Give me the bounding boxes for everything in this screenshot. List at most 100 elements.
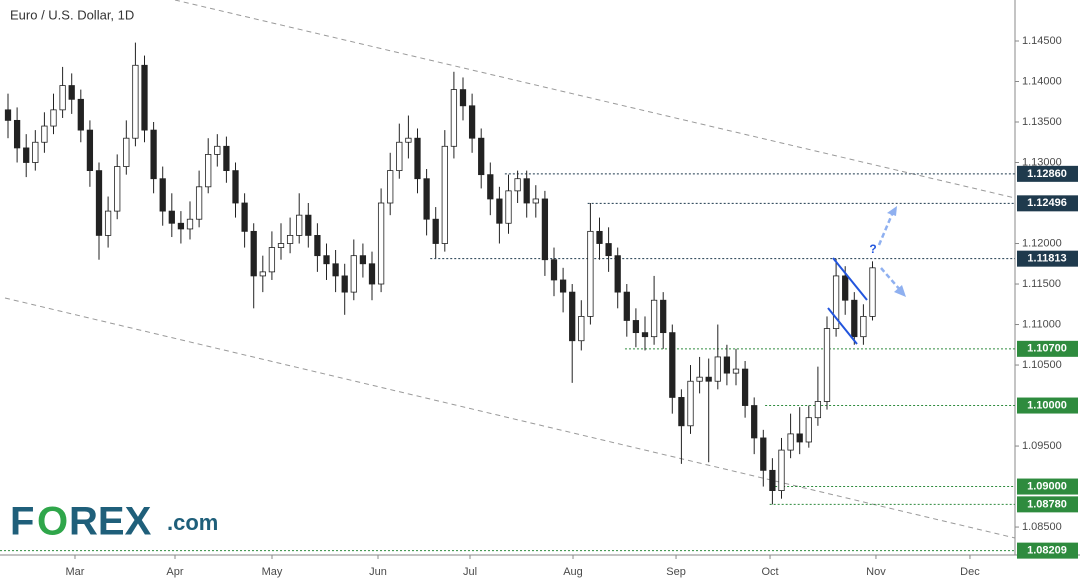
level-label: 1.11813	[1027, 253, 1066, 265]
candle-body	[814, 401, 822, 419]
y-tick-label: 1.09500	[1022, 440, 1062, 452]
candle-body	[478, 137, 485, 176]
flag-line	[832, 257, 868, 301]
candle-body	[195, 186, 203, 220]
candle-body	[641, 332, 649, 338]
candle-body	[832, 275, 840, 329]
candle-body	[723, 356, 731, 374]
y-tick-label: 1.11000	[1022, 318, 1061, 330]
candle-body	[305, 214, 312, 236]
candle-body	[268, 247, 276, 273]
candle-body	[778, 449, 785, 491]
candle-body	[350, 255, 357, 293]
candle-body	[359, 255, 367, 265]
candle-body	[523, 178, 530, 204]
candle-body	[405, 137, 412, 143]
candle-body	[505, 190, 512, 224]
level-label-box	[1017, 397, 1078, 414]
arrow-head	[887, 206, 897, 216]
candle-body	[423, 178, 430, 220]
candle-body	[550, 259, 558, 281]
candle-body	[660, 299, 667, 334]
y-tick-label: 1.08500	[1022, 521, 1062, 533]
candle-body	[614, 255, 621, 293]
candle-body	[286, 235, 294, 244]
candle-body	[450, 89, 458, 147]
candle-body	[487, 174, 494, 200]
candle-body	[632, 320, 640, 334]
candle-body	[623, 291, 630, 321]
candle-body	[95, 170, 103, 236]
candle-body	[532, 198, 539, 204]
candle-body	[514, 178, 521, 192]
candle-body	[851, 299, 858, 338]
candle-body	[760, 437, 767, 471]
candle-body	[414, 137, 421, 180]
candle-body	[869, 267, 876, 317]
flag-line	[827, 307, 858, 345]
y-tick-label: 1.13500	[1022, 116, 1062, 128]
candle-body	[368, 263, 376, 285]
level-label-box	[1017, 195, 1078, 212]
annotation: ?	[869, 242, 876, 256]
candle-body	[104, 210, 112, 236]
x-tick-label: Jul	[463, 566, 477, 578]
candle-body	[741, 368, 749, 406]
level-label-box	[1017, 542, 1078, 559]
level-label-box	[1017, 250, 1078, 267]
candle-body	[468, 105, 476, 139]
candle-body	[705, 376, 712, 382]
candle-body	[123, 137, 130, 167]
channel-lower	[4, 297, 1016, 539]
arrow-head	[894, 285, 906, 297]
candle-body	[132, 64, 139, 139]
x-tick-label: May	[262, 566, 283, 578]
candle-body	[314, 235, 321, 257]
candle-body	[4, 109, 12, 121]
level-label-box	[1017, 496, 1078, 513]
x-tick-label: Apr	[166, 566, 183, 578]
candle-body	[559, 279, 567, 293]
candle-body	[214, 145, 221, 155]
candle-body	[41, 125, 48, 143]
candle-body	[323, 255, 330, 265]
candle-body	[796, 433, 803, 443]
level-label: 1.09000	[1027, 480, 1067, 492]
candle-body	[259, 271, 266, 277]
logo-text: .com	[167, 510, 218, 535]
candle-body	[541, 198, 549, 261]
candle-body	[751, 405, 758, 439]
candle-body	[332, 263, 339, 277]
level-label-box	[1017, 340, 1078, 357]
x-tick-label: Oct	[761, 566, 778, 578]
level-label-box	[1017, 165, 1078, 182]
logo-text: F	[10, 500, 34, 544]
candle-body	[650, 299, 658, 338]
candle-body	[823, 328, 831, 402]
y-tick-label: 1.13000	[1022, 156, 1062, 168]
candle-body	[432, 218, 439, 244]
candle-body	[805, 417, 812, 443]
candle-body	[714, 356, 721, 382]
candle-body	[441, 145, 448, 244]
x-tick-label: Sep	[666, 566, 686, 578]
candle-body	[168, 210, 175, 224]
candle-body	[77, 98, 84, 131]
y-tick-label: 1.10500	[1022, 359, 1062, 371]
candle-body	[23, 147, 30, 163]
candle-body	[205, 154, 212, 188]
x-tick-label: Jun	[369, 566, 387, 578]
candle-body	[605, 243, 612, 257]
level-label: 1.08780	[1027, 498, 1067, 510]
candle-body	[32, 141, 39, 163]
candle-body	[232, 170, 239, 204]
level-label: 1.12860	[1027, 168, 1067, 180]
candle-body	[569, 291, 576, 342]
candle-body	[223, 145, 230, 172]
candle-body	[396, 141, 403, 172]
x-tick-label: Nov	[866, 566, 886, 578]
candle-body	[587, 230, 594, 317]
candle-body	[696, 376, 703, 382]
candle-body	[732, 368, 740, 374]
candle-body	[150, 129, 157, 180]
